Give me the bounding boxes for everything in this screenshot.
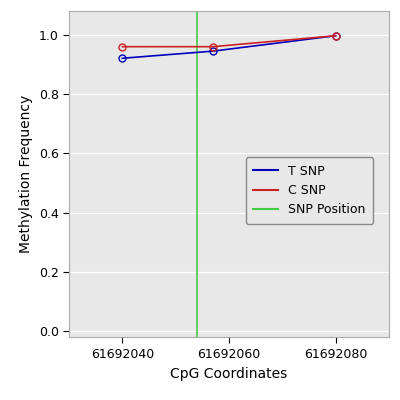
- X-axis label: CpG Coordinates: CpG Coordinates: [170, 367, 288, 381]
- Y-axis label: Methylation Frequency: Methylation Frequency: [19, 95, 33, 253]
- Legend: T SNP, C SNP, SNP Position: T SNP, C SNP, SNP Position: [246, 157, 373, 224]
